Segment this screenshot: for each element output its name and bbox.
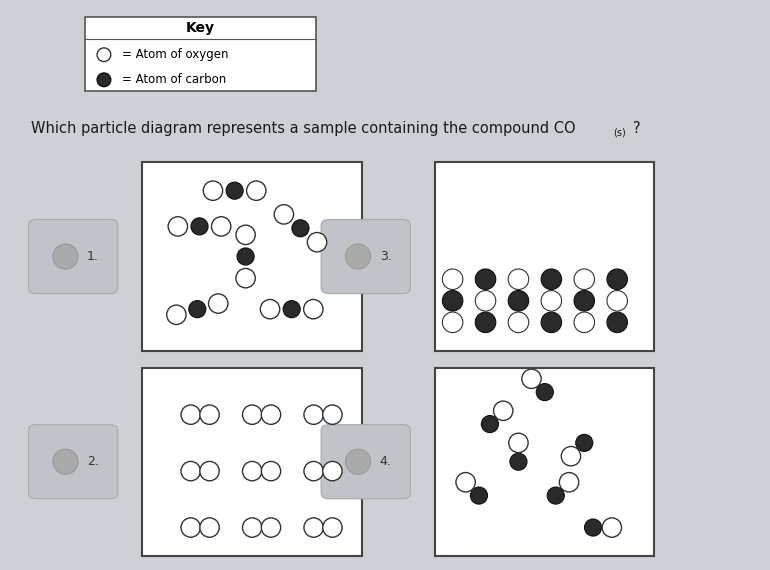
Ellipse shape (304, 462, 323, 481)
Bar (142, 368, 362, 556)
FancyBboxPatch shape (28, 219, 118, 294)
Ellipse shape (561, 446, 581, 466)
Ellipse shape (346, 449, 370, 474)
Ellipse shape (536, 384, 554, 401)
FancyBboxPatch shape (28, 425, 118, 499)
Ellipse shape (559, 473, 579, 492)
Ellipse shape (442, 291, 463, 311)
Bar (435, 162, 654, 351)
Ellipse shape (541, 291, 561, 311)
Ellipse shape (274, 205, 293, 224)
Ellipse shape (509, 433, 528, 453)
Ellipse shape (346, 244, 370, 269)
Ellipse shape (212, 217, 231, 236)
Text: = Atom of carbon: = Atom of carbon (122, 74, 226, 86)
Ellipse shape (475, 269, 496, 290)
Ellipse shape (508, 269, 529, 290)
Ellipse shape (323, 518, 342, 537)
Ellipse shape (200, 405, 219, 424)
Ellipse shape (323, 405, 342, 424)
Ellipse shape (191, 218, 208, 235)
Ellipse shape (574, 312, 594, 332)
Ellipse shape (494, 401, 513, 421)
Bar (142, 162, 362, 351)
Ellipse shape (189, 300, 206, 317)
Ellipse shape (261, 405, 281, 424)
Ellipse shape (203, 181, 223, 201)
Ellipse shape (97, 73, 111, 87)
Ellipse shape (243, 405, 262, 424)
Ellipse shape (508, 291, 529, 311)
Ellipse shape (236, 225, 256, 245)
Text: (s): (s) (613, 128, 626, 138)
Ellipse shape (481, 416, 498, 433)
Ellipse shape (576, 434, 593, 451)
Ellipse shape (470, 487, 487, 504)
Ellipse shape (442, 312, 463, 332)
Bar (85, 17, 316, 91)
Ellipse shape (304, 405, 323, 424)
Ellipse shape (181, 405, 200, 424)
Text: 1.: 1. (87, 250, 99, 263)
Ellipse shape (168, 217, 188, 236)
Ellipse shape (53, 449, 78, 474)
Ellipse shape (209, 294, 228, 314)
Ellipse shape (166, 305, 186, 324)
FancyBboxPatch shape (321, 425, 410, 499)
Ellipse shape (508, 312, 529, 332)
Ellipse shape (475, 312, 496, 332)
Ellipse shape (584, 519, 601, 536)
Ellipse shape (236, 268, 256, 288)
Ellipse shape (602, 518, 621, 537)
Ellipse shape (181, 462, 200, 481)
Ellipse shape (200, 462, 219, 481)
Ellipse shape (547, 487, 564, 504)
Ellipse shape (246, 181, 266, 201)
Ellipse shape (243, 462, 262, 481)
Text: = Atom of oxygen: = Atom of oxygen (122, 48, 228, 61)
Ellipse shape (200, 518, 219, 537)
Ellipse shape (261, 462, 281, 481)
Ellipse shape (323, 462, 342, 481)
Ellipse shape (541, 269, 561, 290)
Bar (435, 368, 654, 556)
Text: Key: Key (186, 21, 215, 35)
Ellipse shape (181, 518, 200, 537)
Ellipse shape (226, 182, 243, 200)
Ellipse shape (522, 369, 541, 389)
Text: 4.: 4. (380, 455, 391, 468)
Ellipse shape (574, 291, 594, 311)
Ellipse shape (574, 269, 594, 290)
Text: 3.: 3. (380, 250, 391, 263)
Ellipse shape (510, 453, 527, 470)
Ellipse shape (307, 233, 326, 252)
Ellipse shape (243, 518, 262, 537)
Ellipse shape (442, 269, 463, 290)
Ellipse shape (97, 48, 111, 62)
Text: Which particle diagram represents a sample containing the compound CO: Which particle diagram represents a samp… (31, 121, 575, 136)
Ellipse shape (303, 299, 323, 319)
Ellipse shape (260, 299, 280, 319)
FancyBboxPatch shape (321, 219, 410, 294)
Text: ?: ? (633, 121, 641, 136)
Text: 2.: 2. (87, 455, 99, 468)
Ellipse shape (475, 291, 496, 311)
Ellipse shape (304, 518, 323, 537)
Ellipse shape (607, 291, 628, 311)
Ellipse shape (607, 312, 628, 332)
Ellipse shape (283, 300, 300, 317)
Ellipse shape (292, 219, 309, 237)
Ellipse shape (541, 312, 561, 332)
Ellipse shape (53, 244, 78, 269)
Ellipse shape (237, 248, 254, 265)
Ellipse shape (456, 473, 475, 492)
Ellipse shape (261, 518, 281, 537)
Ellipse shape (607, 269, 628, 290)
